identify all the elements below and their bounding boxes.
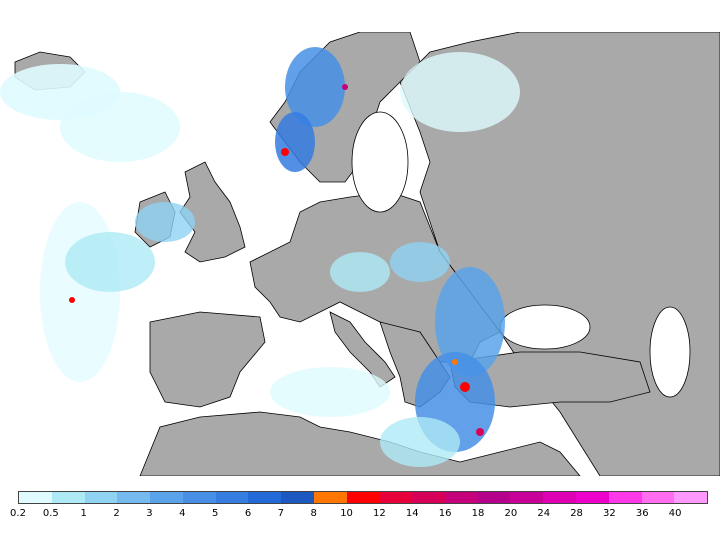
legend-label: 36 [635, 508, 649, 519]
legend-color-bar [18, 491, 708, 504]
legend-swatch [150, 492, 183, 503]
legend-label: 16 [438, 508, 452, 519]
legend-swatch [444, 492, 478, 503]
legend-swatch [674, 492, 708, 503]
legend-label: 6 [244, 508, 252, 519]
legend-label: 0.2 [10, 508, 26, 519]
legend-label: 0.5 [42, 508, 59, 519]
legend-swatch [608, 492, 642, 503]
legend-label: 14 [405, 508, 419, 519]
legend-label: 40 [668, 508, 682, 519]
map-svg [0, 32, 720, 476]
legend-label: 1 [80, 508, 87, 519]
caspian-sea [649, 306, 691, 398]
legend-swatch [641, 492, 675, 503]
legend-swatch [412, 492, 445, 503]
legend-labels: 0.2 0.5 1 2 3 4 5 6 7 8 10 12 14 16 18 20 24 28 32 36 40 [10, 508, 708, 522]
legend-label: 2 [113, 508, 120, 519]
precipitation-overlay [0, 47, 520, 467]
legend-label: 10 [340, 508, 353, 519]
legend-swatch [346, 492, 380, 503]
italy [329, 311, 396, 388]
legend-label: 5 [211, 508, 219, 519]
black-sea [499, 304, 591, 350]
legend-label: 3 [146, 508, 153, 519]
legend-swatch [313, 492, 347, 503]
legend-swatch [84, 492, 118, 503]
legend-label: 24 [537, 508, 551, 519]
legend-swatch [19, 492, 52, 503]
precipitation-map [0, 32, 720, 476]
legend-swatch [477, 492, 511, 503]
legend-label: 20 [504, 508, 518, 519]
legend-swatch [379, 492, 413, 503]
legend-swatch [215, 492, 249, 503]
legend-swatch [182, 492, 216, 503]
legend-label: 28 [570, 508, 583, 519]
legend-label: 4 [179, 508, 186, 519]
legend-swatch [510, 492, 544, 503]
legend-swatch [117, 492, 151, 503]
legend-swatch [576, 492, 609, 503]
legend-swatch [248, 492, 282, 503]
legend-swatch [51, 492, 85, 503]
legend-label: 32 [603, 508, 616, 519]
legend-label: 8 [310, 508, 317, 519]
iberia [149, 311, 266, 408]
legend-label: 18 [471, 508, 485, 519]
legend-swatch [281, 492, 314, 503]
baltic-sea [351, 111, 409, 213]
legend-label: 12 [373, 508, 386, 519]
legend-swatch [543, 492, 577, 503]
legend-label: 7 [277, 508, 285, 519]
